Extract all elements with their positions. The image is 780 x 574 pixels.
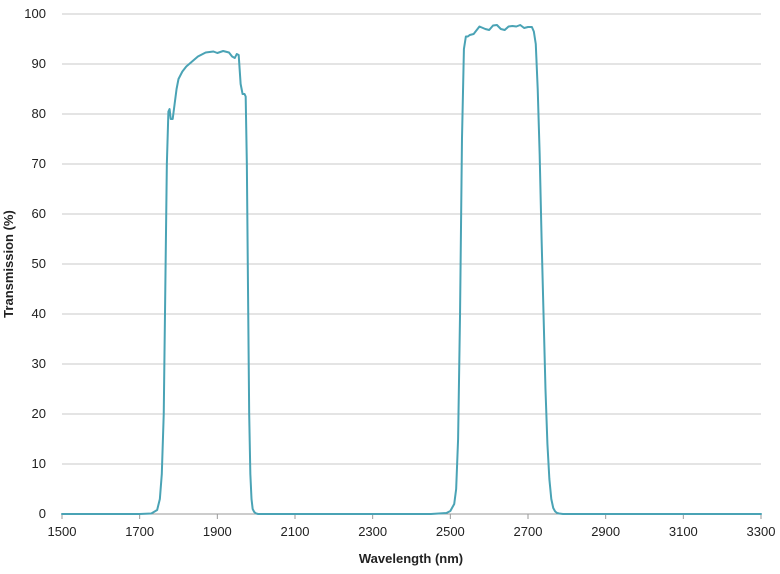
x-tick-label: 3100	[669, 524, 698, 539]
series-line-1	[61, 24, 762, 515]
y-axis-title: Transmission (%)	[1, 210, 16, 318]
y-tick-label: 30	[32, 356, 46, 371]
tick-label-layer: 0 10 20 30 40 50 60 70 80 90 100 1500 1700 1900 2100 23…	[24, 6, 775, 539]
x-tick-label: 1500	[48, 524, 77, 539]
y-tick-label: 40	[32, 306, 46, 321]
x-tick-label: 1700	[125, 524, 154, 539]
x-tick-label: 2900	[591, 524, 620, 539]
y-tick-label: 0	[39, 506, 46, 521]
x-tick-label: 2500	[436, 524, 465, 539]
x-tick-label: 3300	[747, 524, 776, 539]
y-tick-label: 10	[32, 456, 46, 471]
x-tick-label: 2300	[358, 524, 387, 539]
x-tick-label: 2100	[281, 524, 310, 539]
y-tick-label: 20	[32, 406, 46, 421]
y-tick-label: 60	[32, 206, 46, 221]
x-axis-title: Wavelength (nm)	[359, 551, 463, 566]
y-tick-label: 50	[32, 256, 46, 271]
x-tick-label: 2700	[514, 524, 543, 539]
y-tick-label: 70	[32, 156, 46, 171]
x-tick-label: 1900	[203, 524, 232, 539]
series-layer	[61, 24, 762, 515]
y-tick-label: 80	[32, 106, 46, 121]
grid-layer	[62, 13, 761, 465]
y-tick-label: 100	[24, 6, 46, 21]
y-tick-label: 90	[32, 56, 46, 71]
